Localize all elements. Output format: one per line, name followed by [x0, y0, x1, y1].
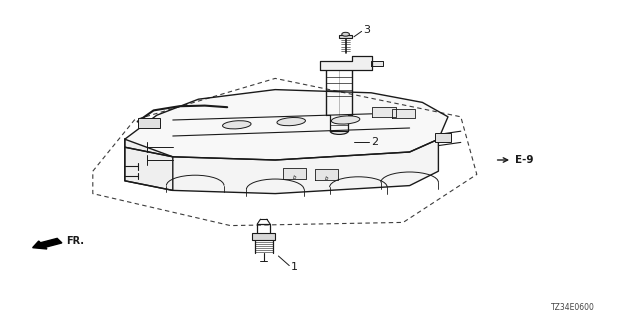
Text: 2: 2 [371, 137, 378, 148]
Ellipse shape [277, 117, 305, 126]
Polygon shape [283, 168, 306, 179]
Polygon shape [372, 107, 396, 117]
Circle shape [342, 32, 349, 36]
Text: 3: 3 [364, 25, 371, 36]
Polygon shape [125, 139, 173, 190]
Polygon shape [320, 56, 372, 70]
Ellipse shape [332, 116, 360, 124]
Text: b: b [324, 176, 328, 181]
Bar [339, 35, 352, 38]
Bar [138, 118, 160, 128]
Text: 1: 1 [291, 262, 298, 272]
Ellipse shape [223, 121, 251, 129]
Polygon shape [125, 139, 438, 194]
Polygon shape [125, 90, 448, 160]
Text: b: b [292, 175, 296, 180]
Bar [252, 233, 275, 240]
Polygon shape [315, 169, 338, 180]
Text: E-9: E-9 [515, 155, 534, 165]
Text: FR.: FR. [66, 236, 84, 246]
Bar [435, 133, 451, 142]
Text: TZ34E0600: TZ34E0600 [551, 303, 595, 312]
Polygon shape [371, 61, 383, 66]
Polygon shape [392, 109, 415, 118]
FancyArrow shape [33, 238, 62, 249]
